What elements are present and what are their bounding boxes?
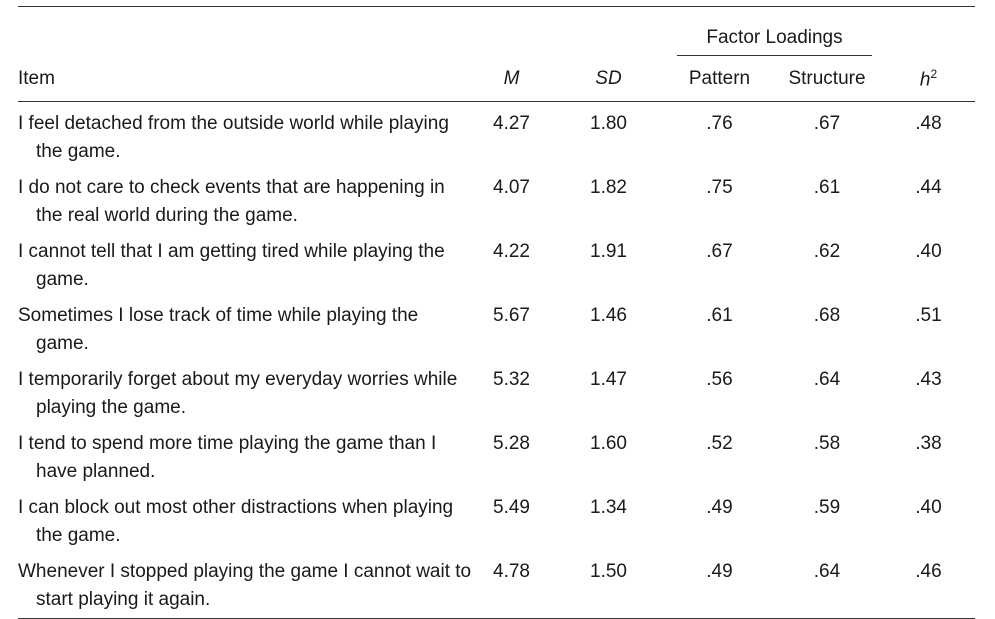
h2-cell: .51 (915, 305, 942, 326)
header-h2-sup: 2 (930, 66, 938, 81)
sd-cell: 1.47 (590, 369, 627, 390)
table-row: I cannot tell that I am getting tired wh… (18, 230, 975, 294)
structure-cell: .59 (813, 497, 841, 518)
sd-cell: 1.80 (590, 113, 627, 134)
h2-cell: .40 (915, 497, 942, 518)
m-cell: 5.28 (493, 433, 530, 454)
factor-loadings-table: Factor Loadings Item M SD Pattern Struct… (18, 6, 975, 619)
sd-cell: 1.34 (590, 497, 627, 518)
item-cell: I cannot tell that I am getting tired wh… (18, 241, 445, 290)
item-cell: I feel detached from the outside world w… (18, 113, 449, 162)
h2-cell: .46 (882, 550, 975, 619)
m-cell: 5.32 (493, 369, 530, 390)
column-header-row: Item M SD Pattern Structure h2 (18, 55, 975, 102)
factor-loadings-label: Factor Loadings (706, 27, 843, 48)
sd-cell: 1.60 (590, 433, 627, 454)
structure-cell: .64 (813, 369, 841, 390)
table-row: I do not care to check events that are h… (18, 166, 975, 230)
pattern-cell: .61 (706, 305, 733, 326)
m-cell: 4.07 (493, 177, 530, 198)
header-group-row: Factor Loadings (18, 6, 975, 56)
h2-cell: .43 (915, 369, 942, 390)
header-pattern: Pattern (667, 55, 772, 102)
h2-cell: .48 (915, 113, 942, 134)
table-body: I feel detached from the outside world w… (18, 102, 975, 619)
sd-cell: 1.46 (590, 305, 627, 326)
item-cell: I tend to spend more time playing the ga… (18, 433, 437, 482)
header-h2: h2 (882, 55, 975, 102)
header-h2-base: h (919, 69, 931, 91)
item-cell: Sometimes I lose track of time while pla… (18, 305, 419, 354)
pattern-cell: .49 (667, 550, 772, 619)
item-cell: I can block out most other distractions … (18, 497, 454, 546)
table-row: I temporarily forget about my everyday w… (18, 358, 975, 422)
structure-cell: .58 (813, 433, 841, 454)
table-row: Whenever I stopped playing the game I ca… (18, 550, 975, 619)
sd-cell: 1.82 (590, 177, 627, 198)
header-sd: SD (550, 55, 667, 102)
m-cell: 5.67 (493, 305, 530, 326)
header-item: Item (18, 55, 473, 102)
sd-cell: 1.50 (550, 550, 667, 619)
h2-cell: .44 (915, 177, 942, 198)
table-row: I can block out most other distractions … (18, 486, 975, 550)
pattern-cell: .75 (706, 177, 733, 198)
header-structure: Structure (772, 55, 882, 102)
structure-cell: .68 (813, 305, 841, 326)
pattern-cell: .67 (706, 241, 733, 262)
h2-cell: .40 (915, 241, 942, 262)
pattern-cell: .49 (706, 497, 733, 518)
item-cell: I temporarily forget about my everyday w… (18, 369, 458, 418)
item-cell: Whenever I stopped playing the game I ca… (18, 550, 473, 619)
pattern-cell: .56 (706, 369, 733, 390)
h2-cell: .38 (915, 433, 942, 454)
m-cell: 4.22 (493, 241, 530, 262)
m-cell: 4.27 (493, 113, 530, 134)
pattern-cell: .76 (706, 113, 733, 134)
m-cell: 5.49 (493, 497, 530, 518)
structure-cell: .67 (813, 113, 841, 134)
structure-cell: .62 (813, 241, 841, 262)
table-row: Sometimes I lose track of time while pla… (18, 294, 975, 358)
sd-cell: 1.91 (590, 241, 627, 262)
factor-loadings-group-header: Factor Loadings (667, 6, 882, 56)
table-row: I tend to spend more time playing the ga… (18, 422, 975, 486)
structure-cell: .61 (813, 177, 841, 198)
group-underline (677, 55, 872, 56)
structure-cell: .64 (772, 550, 882, 619)
item-cell: I do not care to check events that are h… (18, 177, 445, 226)
m-cell: 4.78 (473, 550, 550, 619)
header-m: M (473, 55, 550, 102)
pattern-cell: .52 (706, 433, 733, 454)
table-row: I feel detached from the outside world w… (18, 102, 975, 167)
